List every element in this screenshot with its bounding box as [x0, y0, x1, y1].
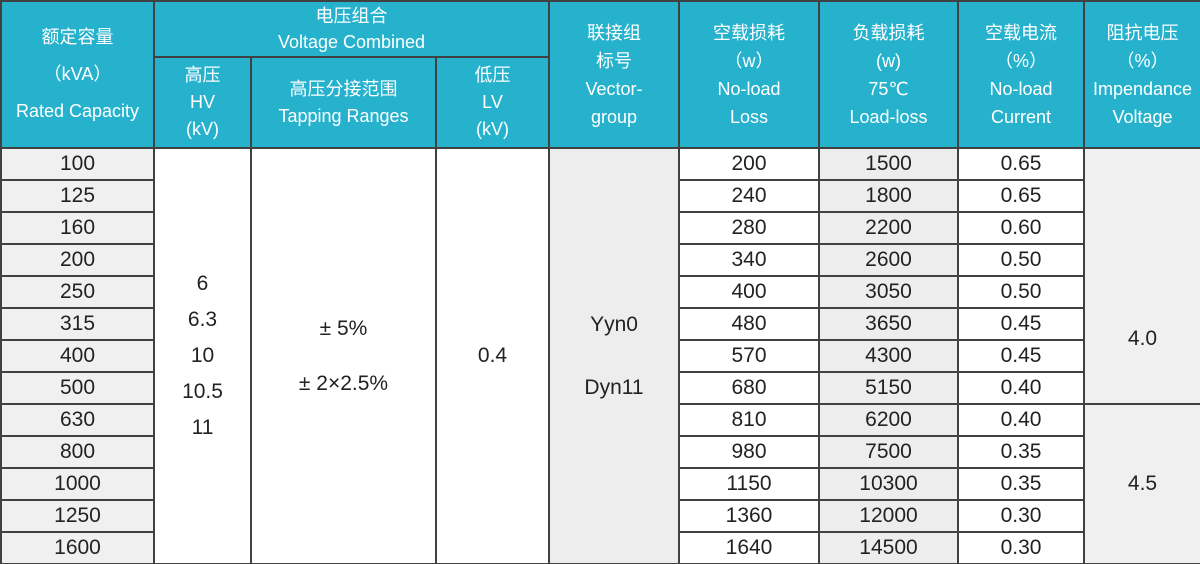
- cell-no-load-current: 0.40: [957, 403, 1085, 437]
- cell-hv-values: 6 6.3 10 10.5 11: [153, 147, 252, 564]
- cell-load-loss: 7500: [818, 435, 959, 469]
- cell-no-load-loss: 810: [678, 403, 820, 437]
- cell-no-load-loss: 1640: [678, 531, 820, 564]
- cell-impedance-high: 4.5: [1083, 403, 1200, 564]
- table-row: 250 400 3050 0.50: [0, 275, 1200, 309]
- cell-no-load-current: 0.50: [957, 275, 1085, 309]
- cell-no-load-current: 0.35: [957, 467, 1085, 501]
- table-body: 100 6 6.3 10 10.5 11 ± 5% ± 2×2.5% 0.4 Y…: [0, 147, 1200, 564]
- cell-no-load-current: 0.40: [957, 371, 1085, 405]
- table-row: 315 480 3650 0.45: [0, 307, 1200, 341]
- cell-no-load-current: 0.45: [957, 307, 1085, 341]
- cell-no-load-current: 0.30: [957, 499, 1085, 533]
- cell-rated-capacity: 160: [0, 211, 155, 245]
- cell-no-load-loss: 480: [678, 307, 820, 341]
- header-voltage-combined: 电压组合 Voltage Combined: [153, 0, 550, 58]
- table-row: 1600 1640 14500 0.30: [0, 531, 1200, 564]
- cell-load-loss: 1500: [818, 147, 959, 181]
- cell-no-load-loss: 200: [678, 147, 820, 181]
- cell-load-loss: 10300: [818, 467, 959, 501]
- cell-load-loss: 4300: [818, 339, 959, 373]
- cell-load-loss: 2200: [818, 211, 959, 245]
- header-row-top: 额定容量 （kVA） Rated Capacity 电压组合 Voltage C…: [0, 0, 1200, 149]
- cell-no-load-loss: 680: [678, 371, 820, 405]
- table-row: 100 6 6.3 10 10.5 11 ± 5% ± 2×2.5% 0.4 Y…: [0, 147, 1200, 564]
- header-impedance-voltage: 阻抗电压 （%） Impendance Voltage: [1083, 0, 1200, 149]
- header-hv: 高压 HV (kV): [153, 56, 252, 149]
- cell-rated-capacity: 500: [0, 371, 155, 405]
- table-row: 200 340 2600 0.50: [0, 243, 1200, 277]
- cell-lv-value: 0.4: [435, 147, 550, 564]
- table-row: 800 980 7500 0.35: [0, 435, 1200, 469]
- cell-rated-capacity: 400: [0, 339, 155, 373]
- header-load-loss: 负载损耗 (w) 75℃ Load-loss: [818, 0, 959, 149]
- cell-vector-group: Yyn0 Dyn11: [548, 147, 680, 564]
- cell-no-load-loss: 980: [678, 435, 820, 469]
- cell-no-load-loss: 570: [678, 339, 820, 373]
- table-row: 500 680 5150 0.40: [0, 371, 1200, 405]
- cell-load-loss: 1800: [818, 179, 959, 213]
- cell-no-load-loss: 1150: [678, 467, 820, 501]
- cell-load-loss: 3650: [818, 307, 959, 341]
- cell-load-loss: 6200: [818, 403, 959, 437]
- cell-no-load-loss: 240: [678, 179, 820, 213]
- cell-load-loss: 14500: [818, 531, 959, 564]
- cell-rated-capacity: 1000: [0, 467, 155, 501]
- cell-no-load-current: 0.60: [957, 211, 1085, 245]
- cell-no-load-loss: 400: [678, 275, 820, 309]
- header-no-load-current: 空载电流 （%） No-load Current: [957, 0, 1085, 149]
- cell-rated-capacity: 315: [0, 307, 155, 341]
- cell-load-loss: 3050: [818, 275, 959, 309]
- header-row-sub: 高压 HV (kV) 高压分接范围 Tapping Ranges 低压 LV (…: [1, 56, 1200, 149]
- cell-no-load-current: 0.30: [957, 531, 1085, 564]
- table-row: 160 280 2200 0.60: [0, 211, 1200, 245]
- table-row: 630 810 6200 0.40 4.5: [0, 403, 1200, 564]
- cell-tapping-range: ± 5% ± 2×2.5%: [250, 147, 437, 564]
- header-tapping-ranges: 高压分接范围 Tapping Ranges: [250, 56, 437, 149]
- cell-no-load-loss: 280: [678, 211, 820, 245]
- cell-no-load-loss: 1360: [678, 499, 820, 533]
- header-vector-group: 联接组 标号 Vector- group: [548, 0, 680, 149]
- cell-impedance-low: 4.0: [1083, 147, 1200, 405]
- cell-rated-capacity: 250: [0, 275, 155, 309]
- cell-rated-capacity: 125: [0, 179, 155, 213]
- cell-load-loss: 5150: [818, 371, 959, 405]
- cell-rated-capacity: 100: [0, 147, 155, 181]
- cell-no-load-current: 0.65: [957, 179, 1085, 213]
- cell-load-loss: 2600: [818, 243, 959, 277]
- table-header: 额定容量 （kVA） Rated Capacity 电压组合 Voltage C…: [0, 0, 1200, 149]
- cell-rated-capacity: 1600: [0, 531, 155, 564]
- header-lv: 低压 LV (kV): [435, 56, 550, 149]
- table-row: 400 570 4300 0.45: [0, 339, 1200, 373]
- cell-no-load-current: 0.65: [957, 147, 1085, 181]
- cell-no-load-current: 0.35: [957, 435, 1085, 469]
- table-row: 1000 1150 10300 0.35: [0, 467, 1200, 501]
- cell-no-load-current: 0.50: [957, 243, 1085, 277]
- table-row: 1250 1360 12000 0.30: [0, 499, 1200, 533]
- cell-no-load-current: 0.45: [957, 339, 1085, 373]
- cell-rated-capacity: 1250: [0, 499, 155, 533]
- header-rated-capacity: 额定容量 （kVA） Rated Capacity: [0, 0, 155, 149]
- cell-rated-capacity: 800: [0, 435, 155, 469]
- table-row: 125 240 1800 0.65: [0, 179, 1200, 213]
- cell-rated-capacity: 200: [0, 243, 155, 277]
- cell-rated-capacity: 630: [0, 403, 155, 437]
- cell-load-loss: 12000: [818, 499, 959, 533]
- cell-no-load-loss: 340: [678, 243, 820, 277]
- header-no-load-loss: 空载损耗 （w） No-load Loss: [678, 0, 820, 149]
